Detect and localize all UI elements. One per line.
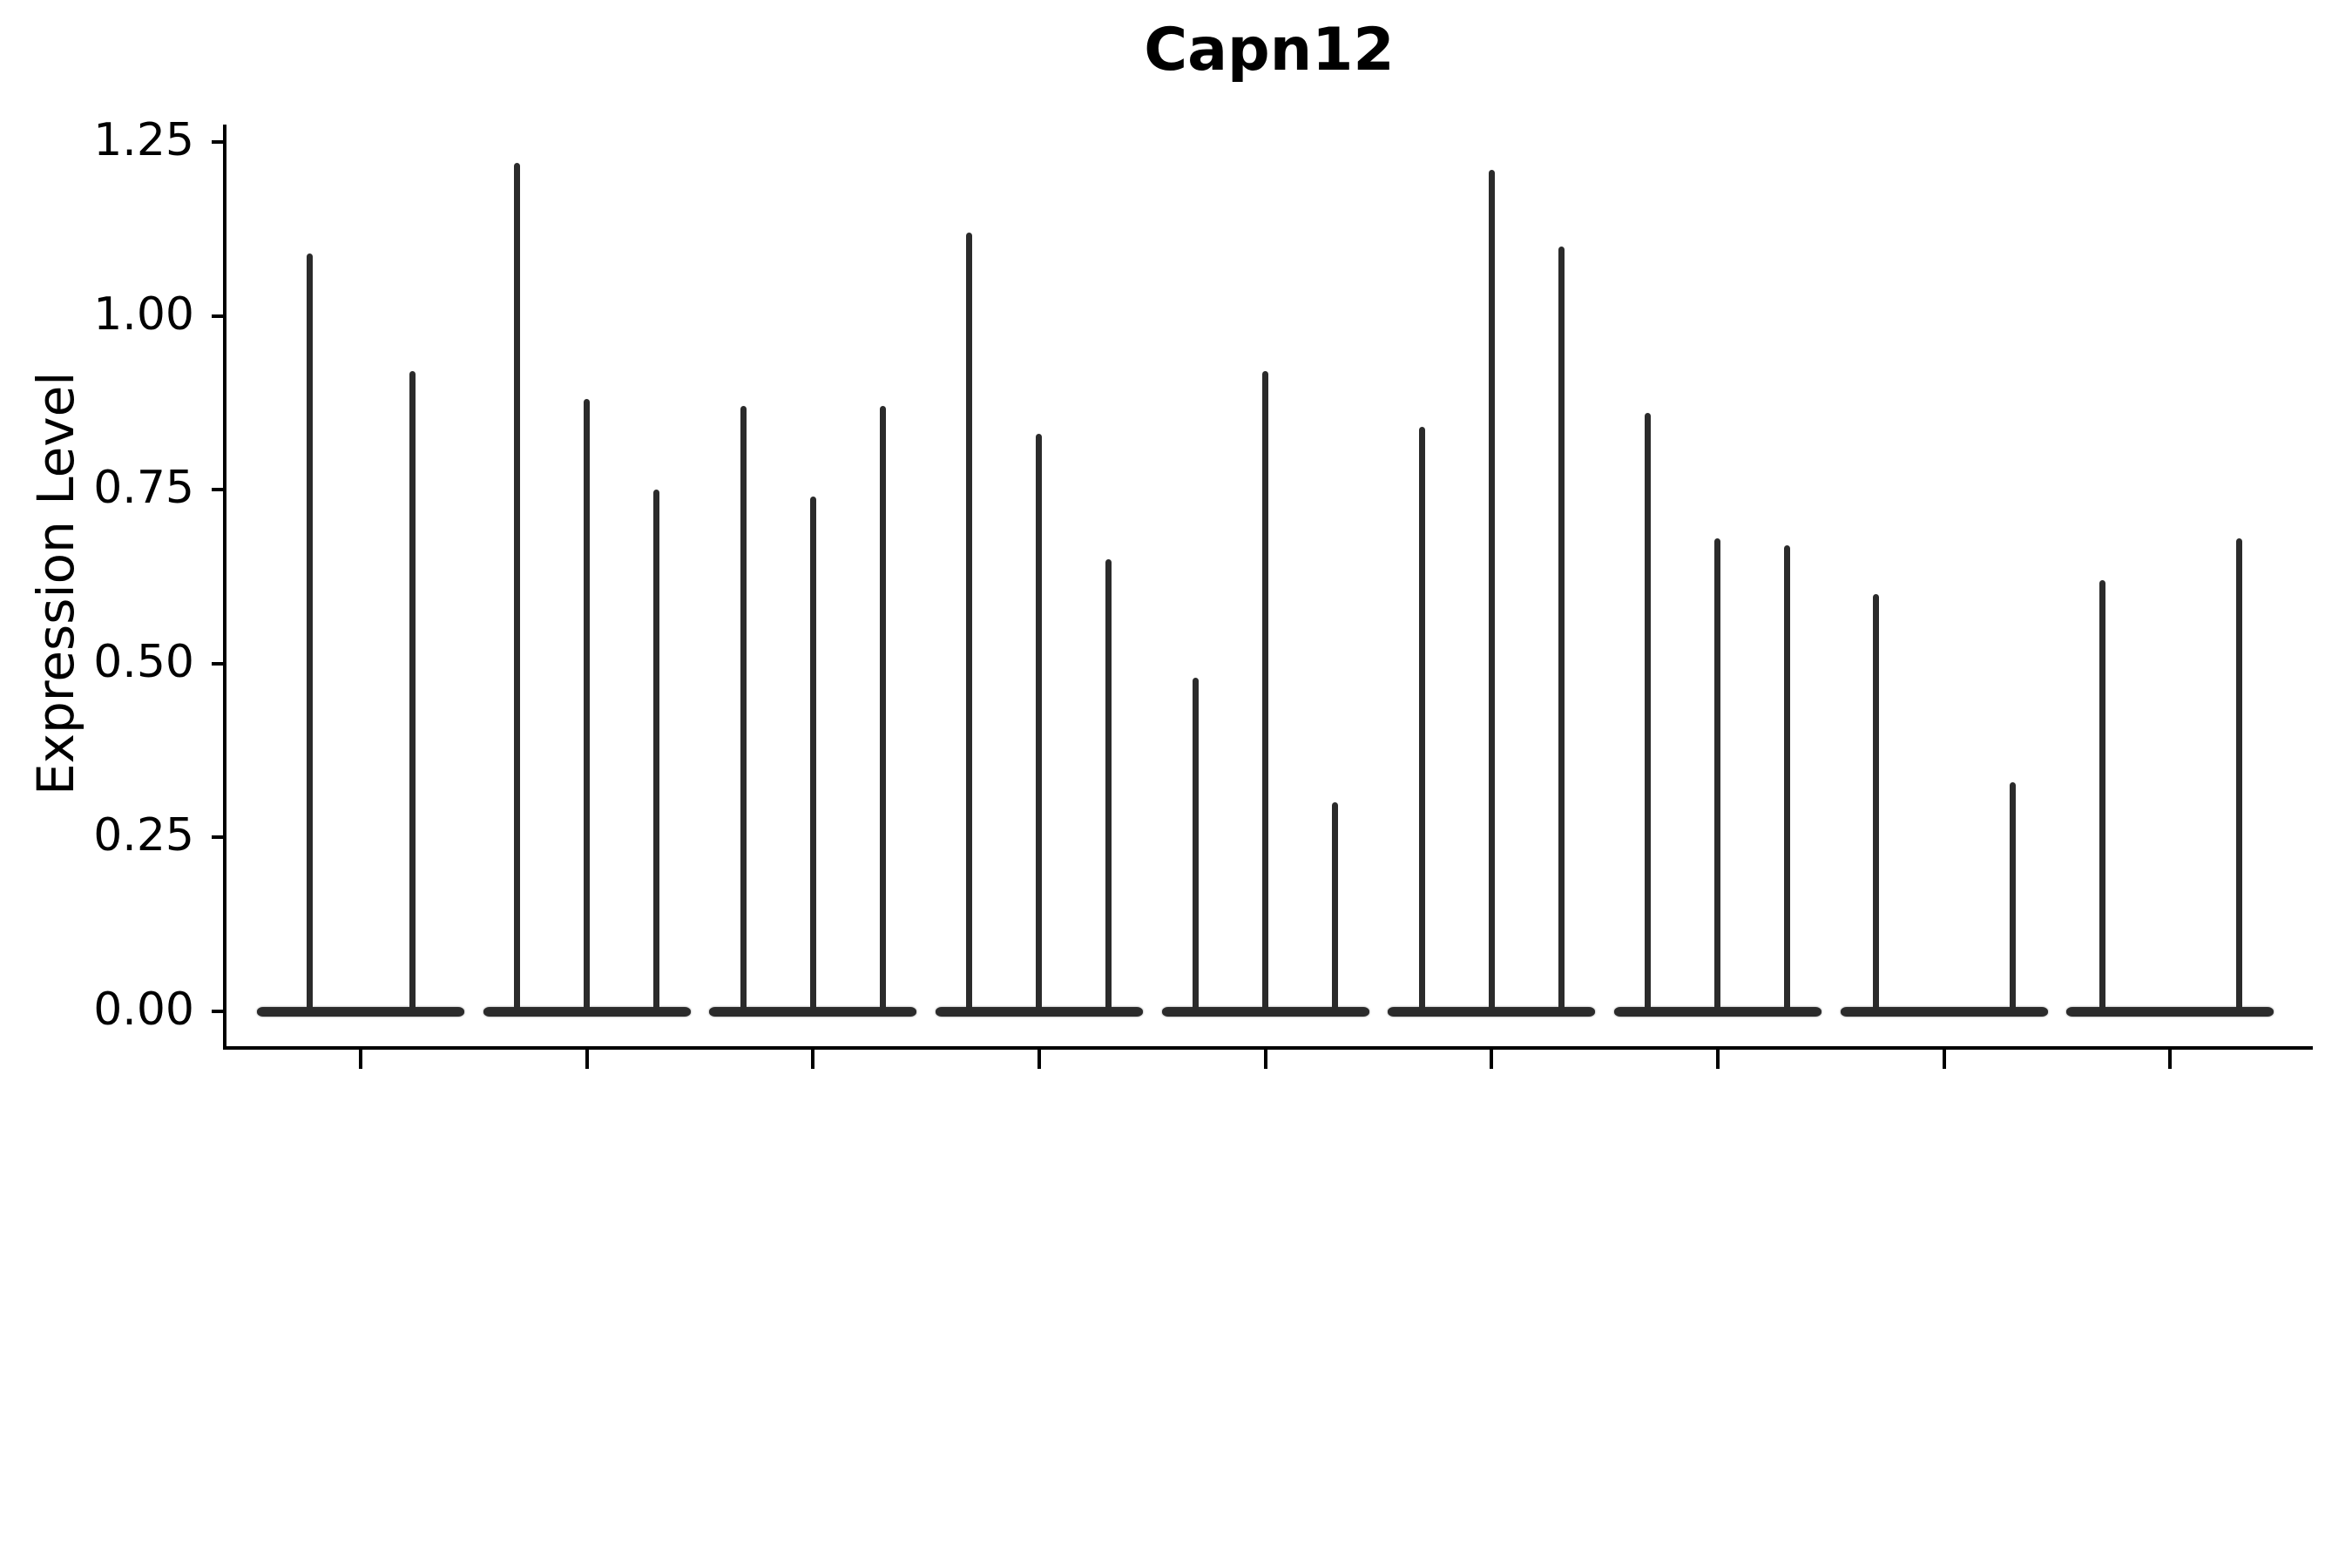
y-tick-mark [212, 1010, 226, 1013]
y-tick-mark [212, 835, 226, 840]
y-tick-label: 0.00 [93, 983, 194, 1036]
y-tick-label: 0.50 [93, 635, 194, 688]
violin-spike [1488, 169, 1495, 1017]
violin-spike [306, 253, 313, 1017]
x-tick-mark [1715, 1050, 1720, 1069]
violin-spike [1784, 545, 1791, 1017]
violin-spike [1332, 802, 1339, 1017]
y-tick-mark [212, 140, 226, 144]
violin-spike [514, 162, 521, 1017]
x-tick-mark [2168, 1050, 2173, 1069]
violin-spike [2099, 579, 2105, 1017]
violin-spike [409, 371, 416, 1017]
y-axis-spine [223, 125, 226, 1050]
y-tick-label: 0.25 [93, 809, 194, 862]
violin-base [2066, 1006, 2274, 1017]
x-tick-mark [1942, 1050, 1946, 1069]
violin-spike [1036, 434, 1043, 1017]
x-tick-mark [585, 1050, 589, 1069]
violin-spike [1105, 559, 1112, 1017]
violin-base [257, 1006, 464, 1017]
violin-spike [584, 399, 591, 1017]
y-tick-mark [212, 488, 226, 492]
violin-spike [1873, 593, 1880, 1017]
x-tick-mark [359, 1050, 362, 1069]
y-tick-mark [212, 314, 226, 318]
violin-spike [879, 406, 886, 1017]
y-tick-label: 1.25 [93, 114, 194, 166]
x-axis-spine [223, 1046, 2313, 1050]
violin-spike [740, 406, 747, 1017]
chart-title: Capn12 [1144, 16, 1395, 84]
y-tick-label: 0.75 [93, 462, 194, 515]
y-tick-mark [212, 661, 226, 666]
violin-spike [653, 490, 660, 1017]
x-tick-mark [1490, 1050, 1494, 1069]
x-tick-mark [1037, 1050, 1041, 1069]
y-axis-label: Expression Level [26, 371, 85, 795]
violin-spike [1558, 246, 1565, 1017]
violin-spike [809, 497, 816, 1017]
y-tick-label: 1.00 [93, 287, 194, 341]
violin-base [1840, 1006, 2048, 1017]
violin-spike [966, 232, 973, 1017]
violin-spike [1418, 427, 1425, 1017]
violin-spike [1645, 413, 1652, 1017]
x-tick-mark [811, 1050, 815, 1069]
violin-spike [1193, 677, 1200, 1017]
violin-spike [1714, 538, 1721, 1017]
violin-spike [2235, 538, 2242, 1017]
x-tick-mark [1263, 1050, 1267, 1069]
violin-spike [2010, 781, 2017, 1017]
violin-spike [1262, 371, 1269, 1017]
